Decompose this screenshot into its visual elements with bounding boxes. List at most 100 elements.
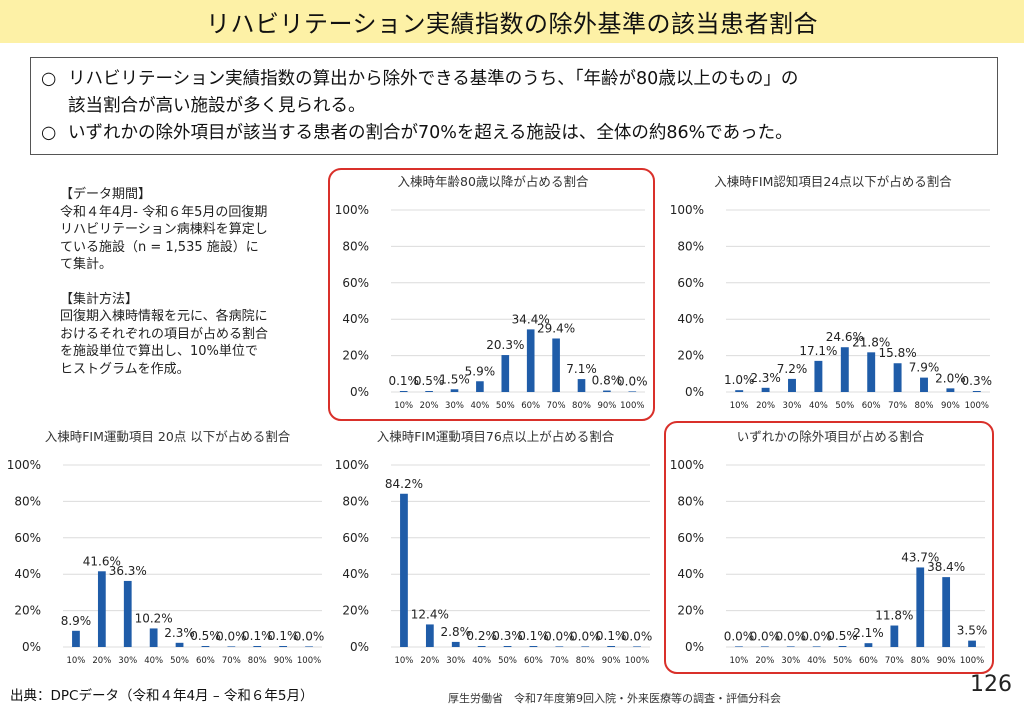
- x-tick-label: 70%: [888, 401, 907, 411]
- bar: [812, 646, 821, 647]
- x-tick-label: 90%: [937, 656, 956, 666]
- y-tick-label: 60%: [342, 276, 369, 290]
- highlight-frame-age-chart: [328, 168, 655, 421]
- summary-bullet-2: ○ いずれかの除外項目が該当する患者の割合が70%を超える施設は、全体の約86%で…: [41, 120, 987, 147]
- x-tick-label: 60%: [521, 401, 540, 411]
- bar: [305, 646, 313, 647]
- bar: [814, 360, 823, 392]
- y-tick-label: 0%: [350, 385, 369, 399]
- x-tick-label: 10%: [730, 401, 749, 411]
- data-label: 7.9%: [909, 361, 940, 375]
- x-tick-label: 30%: [445, 401, 464, 411]
- data-label: 0.5%: [827, 629, 858, 643]
- bar: [476, 381, 484, 392]
- chart-svg: 入棟時FIM運動項目 20点 以下が占める割合 0% 20% 40% 60% 80% 100…: [7, 429, 325, 666]
- page-number: 126: [970, 672, 1012, 697]
- data-label: 0.8%: [592, 374, 623, 388]
- y-tick-label: 100%: [7, 458, 41, 472]
- bar: [603, 390, 611, 392]
- x-tick-label: 20%: [420, 656, 439, 666]
- data-label: 0.1%: [518, 629, 549, 643]
- y-tick-label: 80%: [677, 239, 704, 253]
- bar: [72, 630, 80, 647]
- circle-bullet-icon: ○: [41, 69, 57, 89]
- y-tick-label: 20%: [342, 349, 369, 363]
- y-tick-label: 100%: [670, 203, 704, 217]
- bar: [577, 379, 586, 392]
- data-label: 11.8%: [875, 609, 913, 623]
- bar: [425, 624, 434, 647]
- x-tick-label: 10%: [729, 656, 748, 666]
- x-tick-label: 70%: [547, 401, 566, 411]
- x-tick-label: 30%: [446, 656, 465, 666]
- x-tick-label: 40%: [470, 401, 489, 411]
- x-tick-label: 10%: [66, 656, 85, 666]
- x-tick-label: 60%: [859, 656, 878, 666]
- x-tick-label: 90%: [274, 656, 293, 666]
- data-label: 5.9%: [465, 364, 496, 378]
- chart-svg: 入棟時FIM認知項目24点以下が占める割合 0% 20% 40% 60% 80% 100% 1…: [670, 174, 992, 411]
- bar: [864, 643, 873, 647]
- data-label: 7.2%: [777, 362, 808, 376]
- x-tick-label: 90%: [941, 401, 960, 411]
- x-tick-label: 90%: [597, 401, 616, 411]
- y-tick-label: 40%: [342, 567, 369, 581]
- method-line: を施設単位で算出し、10%単位で: [60, 344, 258, 359]
- page-title: リハビリテーション実績指数の除外基準の該当患者割合: [205, 10, 819, 38]
- data-label: 84.2%: [385, 477, 423, 491]
- x-tick-label: 20%: [756, 401, 775, 411]
- bar: [501, 355, 510, 392]
- y-tick-label: 60%: [14, 531, 41, 545]
- bar: [555, 646, 564, 647]
- bar: [893, 363, 902, 392]
- x-tick-label: 30%: [118, 656, 137, 666]
- x-tick-label: 20%: [92, 656, 111, 666]
- period-line: 令和４年4月- 令和６年5月の回復期: [60, 204, 268, 220]
- data-label: 2.0%: [935, 371, 966, 385]
- period-line: て集計。: [60, 257, 113, 272]
- chart-title: 入棟時FIM認知項目24点以下が占める割合: [714, 174, 952, 189]
- chart-svg: いずれかの除外項目が占める割合 0% 20% 40% 60% 80% 100% 0.0% 10%…: [670, 429, 988, 666]
- bar: [788, 378, 796, 392]
- y-tick-label: 60%: [677, 531, 704, 545]
- x-tick-label: 50%: [835, 401, 854, 411]
- circle-bullet-icon: ○: [41, 123, 57, 143]
- y-tick-label: 40%: [677, 567, 704, 581]
- x-tick-label: 100%: [960, 656, 984, 666]
- x-tick-label: 50%: [498, 656, 517, 666]
- bar: [175, 642, 184, 647]
- data-label: 38.4%: [927, 560, 965, 574]
- data-label: 21.8%: [852, 335, 890, 349]
- bar: [201, 646, 210, 647]
- data-label: 7.1%: [566, 362, 597, 376]
- method-line: ヒストグラムを作成。: [60, 361, 190, 377]
- y-tick-label: 20%: [677, 349, 704, 363]
- x-tick-label: 100%: [965, 401, 989, 411]
- bar: [840, 347, 849, 392]
- y-tick-label: 20%: [342, 604, 369, 618]
- x-tick-label: 40%: [144, 656, 163, 666]
- x-tick-label: 10%: [394, 401, 413, 411]
- y-tick-label: 60%: [677, 276, 704, 290]
- bar: [450, 389, 459, 392]
- bar: [735, 646, 743, 647]
- data-label: 1.5%: [439, 372, 470, 386]
- summary-box: ○ リハビリテーション実績指数の算出から除外できる基準のうち、「年齢が80歳以上の…: [30, 57, 998, 155]
- bar: [920, 377, 928, 392]
- data-label: 0.0%: [570, 629, 601, 643]
- x-tick-label: 40%: [807, 656, 826, 666]
- bar: [552, 338, 560, 392]
- data-label: 17.1%: [799, 344, 837, 358]
- x-tick-label: 70%: [550, 656, 569, 666]
- data-label: 0.0%: [622, 629, 653, 643]
- method-line: おけるそれぞれの項目が占める割合: [60, 326, 269, 342]
- data-label: 0.0%: [724, 629, 755, 643]
- bar: [399, 391, 408, 392]
- summary-bullet-1-line-1: リハビリテーション実績指数の算出から除外できる基準のうち、「年齢が80歳以上のも…: [68, 69, 799, 89]
- summary-bullet-1: ○ リハビリテーション実績指数の算出から除外できる基準のうち、「年齢が80歳以上の…: [41, 66, 987, 93]
- period-line: ている施設（n = 1,535 施設）に: [60, 239, 259, 255]
- data-label: 0.1%: [596, 629, 627, 643]
- x-tick-label: 60%: [196, 656, 215, 666]
- period-line: リハビリテーション病棟料を算定し: [60, 222, 268, 237]
- data-label: 12.4%: [411, 607, 449, 621]
